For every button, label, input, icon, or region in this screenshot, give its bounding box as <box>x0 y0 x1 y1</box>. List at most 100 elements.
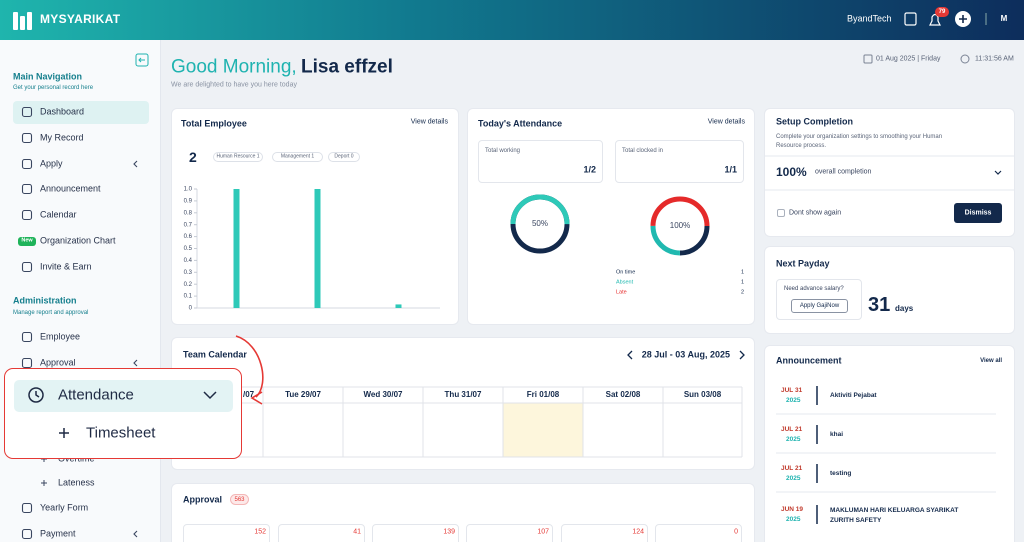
nav-item[interactable]: Calendar <box>40 209 77 220</box>
nav-item[interactable]: Payment <box>40 528 76 539</box>
completion-percent: 100% <box>776 165 807 179</box>
announcement-year: 2025 <box>786 435 801 443</box>
gajinow-button[interactable] <box>791 299 848 313</box>
payday-unit: days <box>895 304 914 313</box>
nav-item[interactable]: Invite & Earn <box>40 261 92 272</box>
nav-item[interactable]: Approval <box>40 357 76 368</box>
nav-item[interactable]: Dashboard <box>40 106 85 117</box>
nav-item[interactable]: Announcement <box>40 183 101 194</box>
notification-count: 79 <box>938 9 946 15</box>
legend-value: 2 <box>740 289 744 296</box>
dismiss-button[interactable] <box>954 203 1002 223</box>
popup-title[interactable]: Attendance <box>58 386 134 404</box>
day-header: Sat 02/08 <box>605 390 641 399</box>
announcement-year: 2025 <box>786 396 801 404</box>
approval-item[interactable] <box>372 524 459 542</box>
day-header: Tue 29/07 <box>285 390 321 399</box>
card-title: Setup Completion <box>776 116 853 127</box>
nav-section-subtitle: Get your personal record here <box>13 85 94 91</box>
announcement-year: 2025 <box>786 515 801 523</box>
nav-item[interactable]: My Record <box>40 132 84 143</box>
department-chip-label: Human Resource 1 <box>216 153 260 160</box>
approval-item[interactable] <box>655 524 742 542</box>
announcement-title[interactable]: Aktiviti Pejabat <box>830 391 877 399</box>
approval-item-count: 41 <box>353 528 361 536</box>
popup-item[interactable]: Timesheet <box>86 424 156 442</box>
brand: MYSYARIKAT <box>40 12 121 26</box>
checkbox[interactable] <box>777 209 785 217</box>
announcement-title[interactable]: ZURITH SAFETY <box>830 516 882 524</box>
view-details-link[interactable]: View details <box>707 118 745 126</box>
team-calendar-card <box>171 337 755 470</box>
card-title: Today's Attendance <box>478 118 563 129</box>
dismiss-button-label: Dismiss <box>964 209 992 217</box>
nav-section-subtitle: Manage report and approval <box>13 310 89 316</box>
approval-item[interactable] <box>278 524 365 542</box>
time-icon <box>960 54 970 64</box>
nav-item[interactable]: Employee <box>40 331 81 342</box>
card-title: Next Payday <box>776 258 830 269</box>
user-name: Lisa effzel <box>301 56 393 78</box>
gajinow-button-label: Apply GajiNow <box>799 303 840 309</box>
department-chip-label: Deport 0 <box>334 153 354 160</box>
legend-label: Absent <box>616 279 634 286</box>
stat-box <box>478 140 603 183</box>
approval-item[interactable] <box>183 524 270 542</box>
checkbox-label: Dont show again <box>789 209 842 217</box>
setup-description: Resource process. <box>776 143 827 149</box>
nav-item[interactable]: Organization Chart <box>40 235 116 246</box>
date-range: 28 Jul - 03 Aug, 2025 <box>641 349 730 360</box>
nav-item[interactable]: Apply <box>40 158 63 169</box>
approval-item[interactable] <box>466 524 553 542</box>
announcement-month: JUL 21 <box>781 464 803 472</box>
card-title: Approval <box>183 494 223 505</box>
calendar-icon <box>863 54 873 64</box>
legend-value: 1 <box>740 269 744 276</box>
employee-count: 2 <box>189 149 197 165</box>
avatar[interactable]: M <box>1000 14 1008 23</box>
notification-badge <box>935 7 949 17</box>
greeting-subtitle: We are delighted to have you here today <box>171 81 297 89</box>
top-bar <box>0 0 1024 40</box>
current-time: 11:31:56 AM <box>975 55 1014 63</box>
stat-label: Total clocked in <box>622 148 664 154</box>
nav-section-title: Main Navigation <box>13 71 83 82</box>
nav-item[interactable]: Lateness <box>58 477 95 488</box>
card-title: Team Calendar <box>183 349 247 360</box>
day-header: Sun 03/08 <box>683 390 722 399</box>
announcement-month: JUN 19 <box>781 505 804 513</box>
nav-section-title: Administration <box>13 295 77 306</box>
setup-description: Complete your organization settings to s… <box>776 134 943 140</box>
department-chip <box>328 152 360 162</box>
announcement-year: 2025 <box>786 474 801 482</box>
card-title: Total Employee <box>181 118 247 129</box>
stat-value: 1/2 <box>583 164 596 175</box>
nav-item[interactable]: Yearly Form <box>40 502 89 513</box>
view-details-link[interactable]: View details <box>410 118 448 126</box>
active-nav-item <box>13 101 149 124</box>
approval-item-count: 124 <box>632 528 644 536</box>
advance-question: Need advance salary? <box>784 286 844 292</box>
popup-active-row <box>14 380 233 412</box>
greeting: Good Morning, <box>171 56 297 78</box>
company-name[interactable]: ByandTech <box>847 13 892 24</box>
legend-label: On time <box>616 269 636 276</box>
announcement-card <box>764 345 1015 542</box>
announcement-title[interactable]: khai <box>830 430 844 438</box>
approval-badge <box>230 494 249 505</box>
completion-caption: overall completion <box>815 168 872 176</box>
view-all-link[interactable]: View all <box>980 358 1002 364</box>
approval-item-count: 107 <box>537 528 549 536</box>
total-employee-card <box>171 108 459 325</box>
stat-box <box>615 140 744 183</box>
approval-item-count: 0 <box>734 528 738 536</box>
announcement-title[interactable]: testing <box>830 469 852 477</box>
announcement-title[interactable]: MAKLUMAN HARI KELUARGA SYARIKAT <box>830 506 959 514</box>
day-header: Thu 31/07 <box>444 390 482 399</box>
current-date: 01 Aug 2025 | Friday <box>876 55 941 63</box>
approval-item[interactable] <box>561 524 648 542</box>
approval-item-count: 139 <box>443 528 455 536</box>
legend-label: Late <box>616 289 627 296</box>
new-badge-text: New <box>21 237 33 244</box>
